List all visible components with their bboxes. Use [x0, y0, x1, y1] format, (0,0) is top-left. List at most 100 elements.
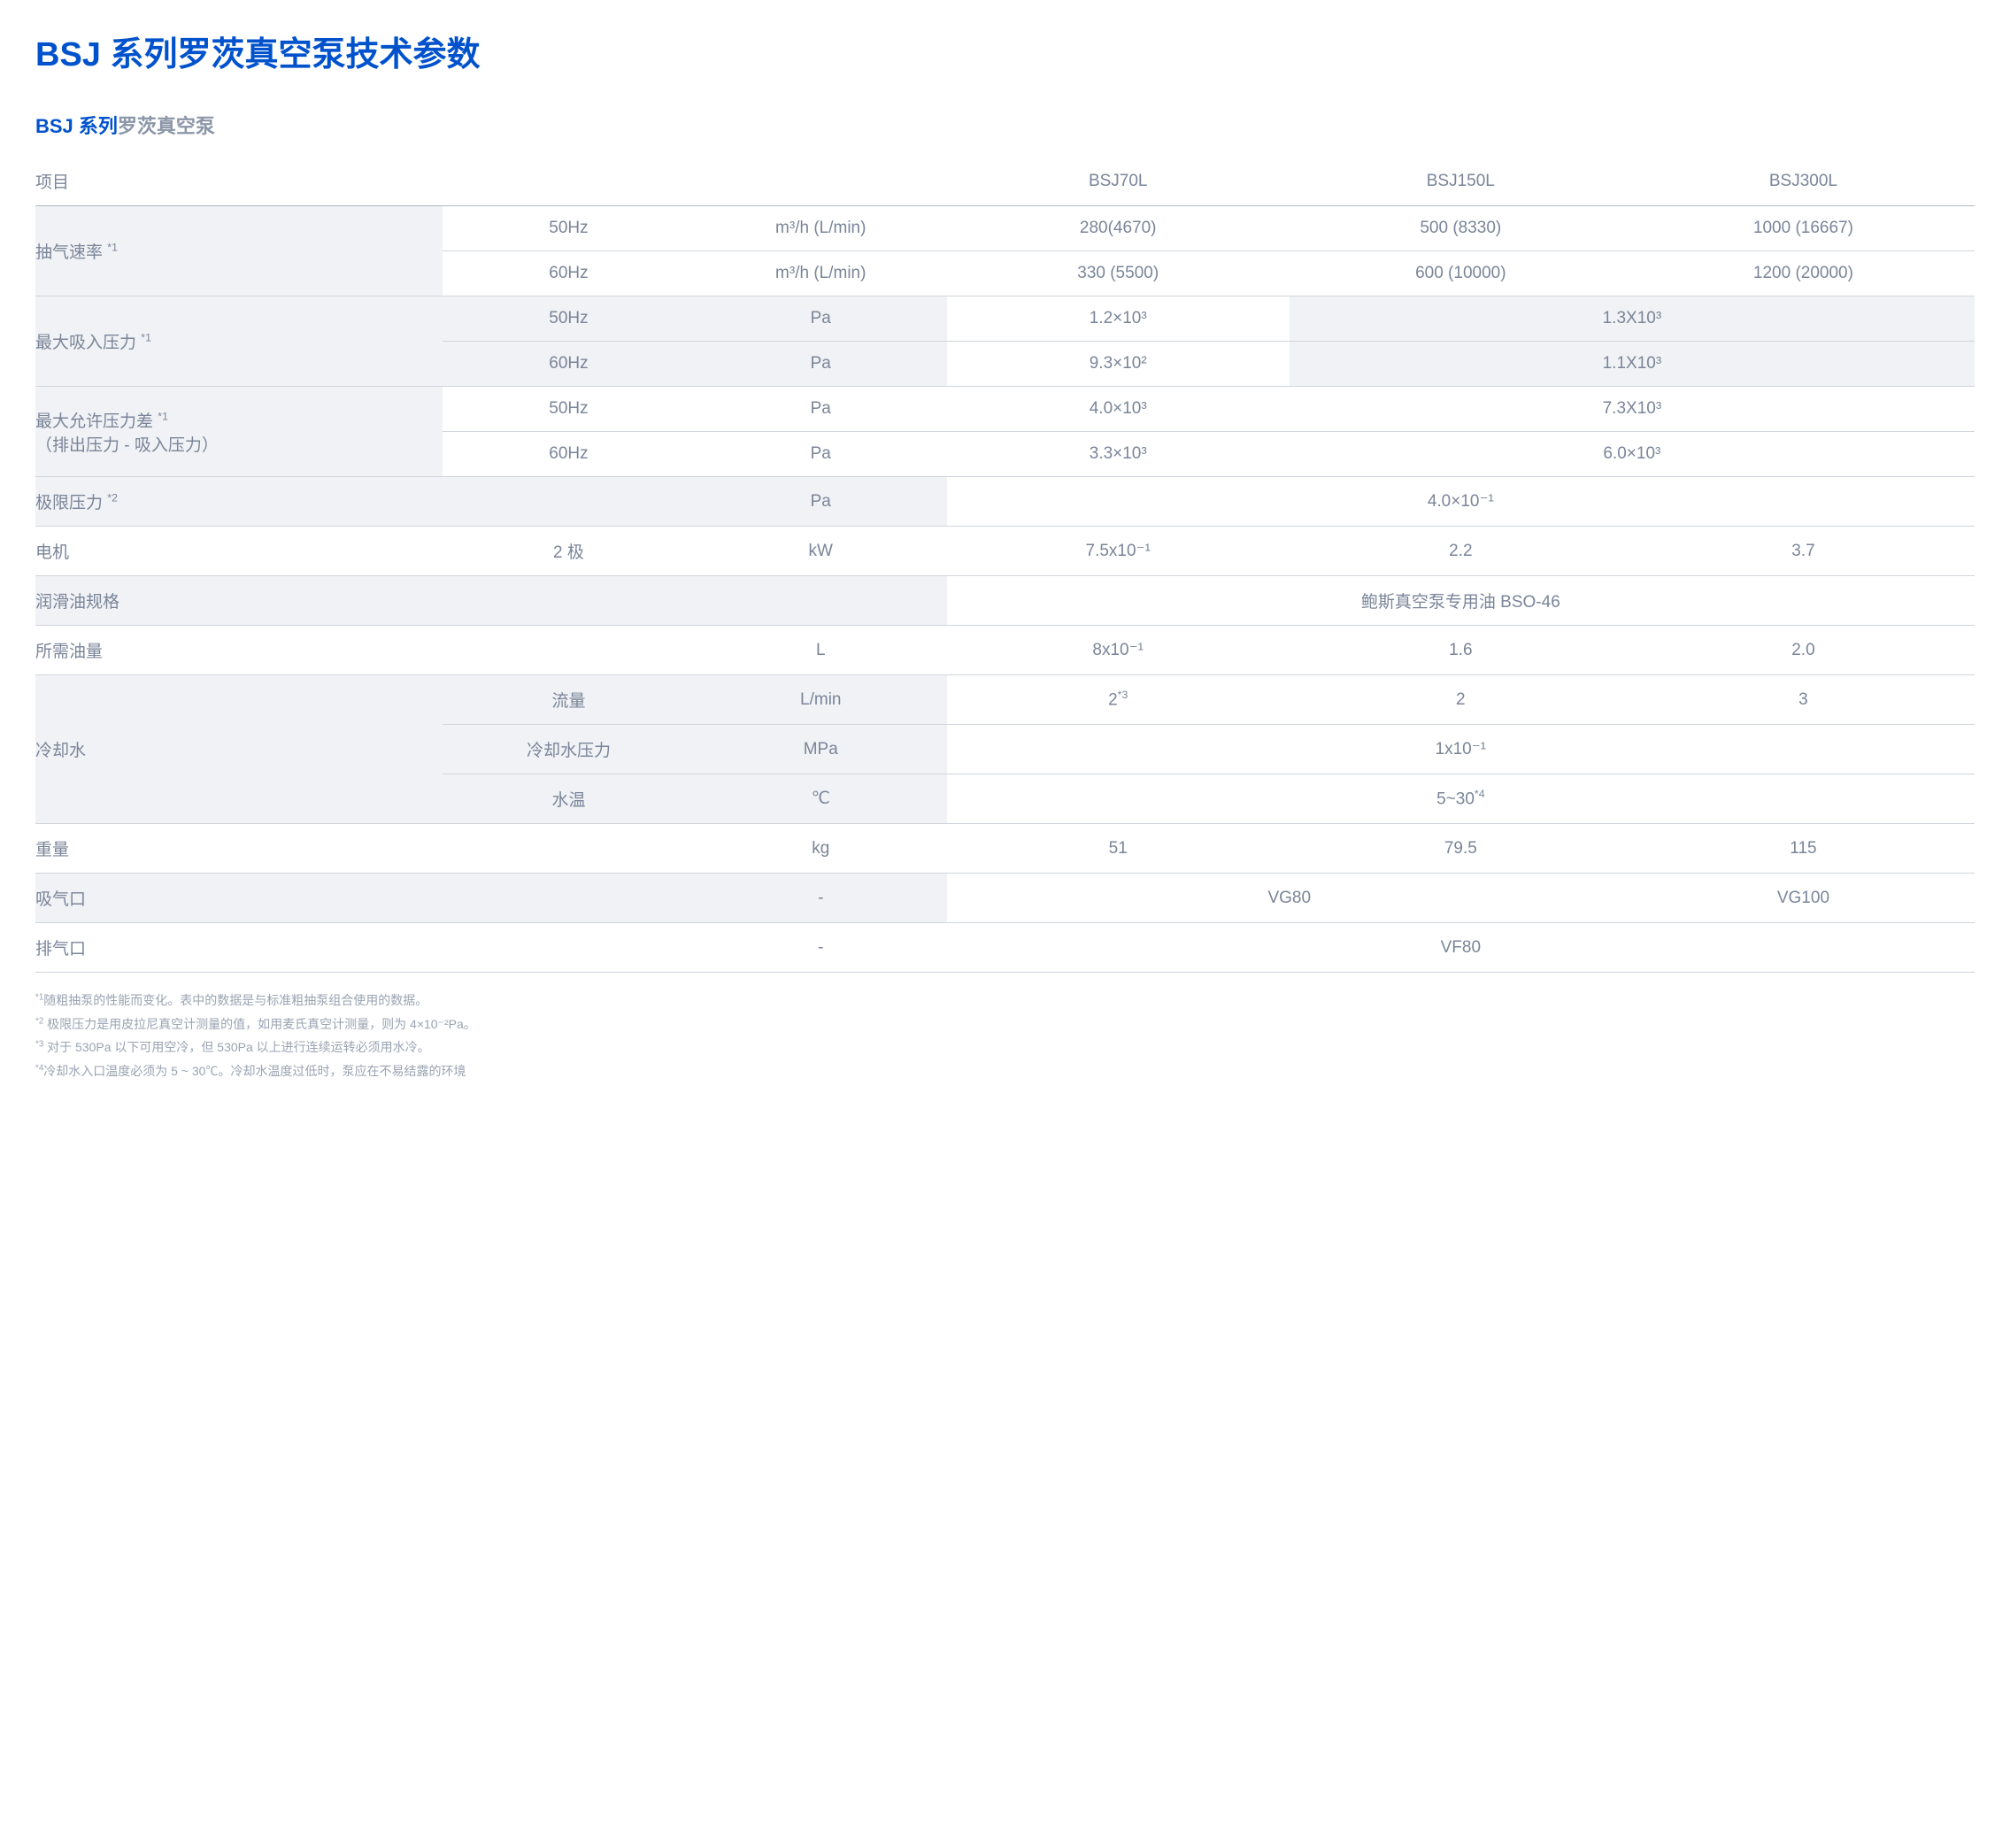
cell [443, 626, 695, 675]
table-row: 排气口 - VF80 [35, 923, 1975, 973]
header-item: 项目 [35, 157, 443, 206]
table-row: 抽气速率 *1 50Hz m³/h (L/min) 280(4670) 500 … [35, 206, 1975, 251]
cell: - [695, 923, 947, 973]
footnote-4: *4冷却水入口温度必须为 5 ~ 30℃。冷却水温度过低时，泵应在不易结露的环境 [35, 1059, 1975, 1083]
cell: 500 (8330) [1290, 206, 1632, 251]
table-row: 最大允许压力差 *1（排出压力 - 吸入压力） 50Hz Pa 4.0×10³ … [35, 387, 1975, 432]
sub-title: BSJ 系列罗茨真空泵 [35, 111, 1975, 139]
cell [443, 576, 695, 626]
footnotes: *1随粗抽泵的性能而变化。表中的数据是与标准粗抽泵组合使用的数据。 *2 极限压… [35, 989, 1975, 1082]
cell: 50Hz [443, 296, 695, 342]
cell: 600 (10000) [1290, 251, 1632, 296]
cell: 7.5x10⁻¹ [947, 527, 1290, 576]
cell: 115 [1632, 824, 1975, 874]
cell: ℃ [695, 774, 947, 824]
weight-label: 重量 [35, 824, 443, 874]
cell [695, 576, 947, 626]
subtitle-blue: BSJ 系列 [35, 115, 118, 137]
cell: 2*3 [947, 675, 1290, 725]
cell [443, 874, 695, 923]
table-row: 最大吸入压力 *1 50Hz Pa 1.2×10³ 1.3X10³ [35, 296, 1975, 342]
cell: Pa [695, 477, 947, 527]
cell [443, 477, 695, 527]
table-row: 所需油量 L 8x10⁻¹ 1.6 2.0 [35, 626, 1975, 675]
cell: 冷却水压力 [443, 725, 695, 774]
cell: kW [695, 527, 947, 576]
cell: 1.2×10³ [947, 296, 1290, 342]
cell: m³/h (L/min) [695, 206, 947, 251]
header-model-2: BSJ150L [1290, 157, 1632, 206]
cell: Pa [695, 342, 947, 387]
inlet-label: 吸气口 [35, 874, 443, 923]
cell: 2 极 [443, 527, 695, 576]
main-title: BSJ 系列罗茨真空泵技术参数 [35, 27, 1975, 75]
cell: Pa [695, 387, 947, 432]
cell: 280(4670) [947, 206, 1290, 251]
cell: VG100 [1632, 874, 1975, 923]
cell: 水温 [443, 774, 695, 824]
header-blank2 [695, 157, 947, 206]
cell: 5~30*4 [947, 774, 1975, 824]
cell: 51 [947, 824, 1290, 874]
cell: 1200 (20000) [1632, 251, 1975, 296]
footnote-1: *1随粗抽泵的性能而变化。表中的数据是与标准粗抽泵组合使用的数据。 [35, 989, 1975, 1013]
cell: 2 [1290, 675, 1632, 725]
spec-table: 项目 BSJ70L BSJ150L BSJ300L 抽气速率 *1 50Hz m… [35, 157, 1975, 973]
cell: 2.2 [1290, 527, 1632, 576]
cell: 79.5 [1290, 824, 1632, 874]
table-row: 极限压力 *2 Pa 4.0×10⁻¹ [35, 477, 1975, 527]
table-row: 电机 2 极 kW 7.5x10⁻¹ 2.2 3.7 [35, 527, 1975, 576]
header-blank1 [443, 157, 695, 206]
header-row: 项目 BSJ70L BSJ150L BSJ300L [35, 157, 1975, 206]
cell: 4.0×10⁻¹ [947, 477, 1975, 527]
header-model-3: BSJ300L [1632, 157, 1975, 206]
cell: 9.3×10² [947, 342, 1290, 387]
cell: 60Hz [443, 432, 695, 477]
cell: 7.3X10³ [1290, 387, 1975, 432]
cell [443, 923, 695, 973]
cell: 1.6 [1290, 626, 1632, 675]
table-row: 重量 kg 51 79.5 115 [35, 824, 1975, 874]
subtitle-gray: 罗茨真空泵 [118, 115, 215, 137]
cell: 4.0×10³ [947, 387, 1290, 432]
cell: 50Hz [443, 206, 695, 251]
cell: 流量 [443, 675, 695, 725]
cell: 1.1X10³ [1290, 342, 1975, 387]
cell: 3.7 [1632, 527, 1975, 576]
cell: Pa [695, 432, 947, 477]
cell: VG80 [947, 874, 1632, 923]
cell: VF80 [947, 923, 1975, 973]
table-row: 润滑油规格 鲍斯真空泵专用油 BSO-46 [35, 576, 1975, 626]
ultimate-label: 极限压力 *2 [35, 477, 443, 527]
outlet-label: 排气口 [35, 923, 443, 973]
cell: m³/h (L/min) [695, 251, 947, 296]
motor-label: 电机 [35, 527, 443, 576]
cell: Pa [695, 296, 947, 342]
cell: 2.0 [1632, 626, 1975, 675]
footnote-3: *3 对于 530Pa 以下可用空冷，但 530Pa 以上进行连续运转必须用水冷… [35, 1036, 1975, 1059]
cell: 60Hz [443, 251, 695, 296]
cell: - [695, 874, 947, 923]
oil-amount-label: 所需油量 [35, 626, 443, 675]
cell [443, 824, 695, 874]
cell: 1000 (16667) [1632, 206, 1975, 251]
cooling-label: 冷却水 [35, 675, 443, 824]
table-row: 冷却水 流量 L/min 2*3 2 3 [35, 675, 1975, 725]
cell: 50Hz [443, 387, 695, 432]
max-inlet-label: 最大吸入压力 *1 [35, 296, 443, 387]
cell: L/min [695, 675, 947, 725]
cell: 1.3X10³ [1290, 296, 1975, 342]
cell: 3.3×10³ [947, 432, 1290, 477]
cell: kg [695, 824, 947, 874]
footnote-2: *2 极限压力是用皮拉尼真空计测量的值，如用麦氏真空计测量，则为 4×10⁻²P… [35, 1013, 1975, 1036]
cell: 8x10⁻¹ [947, 626, 1290, 675]
table-row: 吸气口 - VG80 VG100 [35, 874, 1975, 923]
cell: 1x10⁻¹ [947, 725, 1975, 774]
oil-spec-label: 润滑油规格 [35, 576, 443, 626]
cell: 6.0×10³ [1290, 432, 1975, 477]
cell: 60Hz [443, 342, 695, 387]
header-model-1: BSJ70L [947, 157, 1290, 206]
cell: L [695, 626, 947, 675]
pumping-speed-label: 抽气速率 *1 [35, 206, 443, 296]
cell: MPa [695, 725, 947, 774]
